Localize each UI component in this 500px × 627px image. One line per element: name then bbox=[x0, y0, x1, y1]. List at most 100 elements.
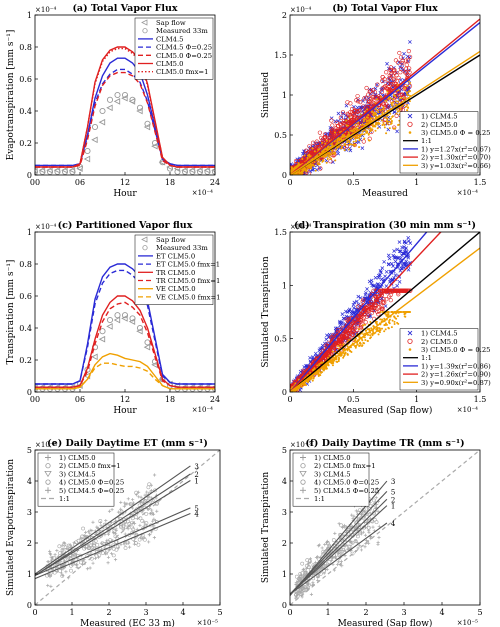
series-3-point bbox=[337, 145, 340, 148]
series-2-point bbox=[189, 168, 196, 175]
daily-point bbox=[56, 561, 60, 566]
series-2-point bbox=[406, 58, 411, 63]
series-3-point bbox=[377, 333, 380, 336]
daily-point bbox=[152, 524, 156, 528]
series-3-point bbox=[312, 368, 315, 371]
x-tick-label: 12 bbox=[120, 178, 130, 187]
legend-label: 1) CLM4.5 bbox=[421, 113, 458, 121]
series-1-point bbox=[326, 335, 331, 339]
daily-point bbox=[130, 525, 134, 530]
series-2-point bbox=[129, 96, 136, 103]
series-3-point bbox=[409, 81, 412, 84]
series-3-point bbox=[384, 312, 387, 315]
series-1-point bbox=[106, 104, 113, 112]
x-exponent: ×10⁻⁴ bbox=[457, 406, 478, 414]
series-2-point bbox=[346, 112, 351, 117]
daily-point bbox=[132, 542, 136, 546]
series-1-point bbox=[398, 78, 403, 82]
series-2-point bbox=[329, 118, 334, 123]
daily-point bbox=[52, 570, 57, 575]
x-tick-label: 06 bbox=[75, 395, 85, 404]
series-2-point bbox=[398, 55, 404, 60]
series-2-point bbox=[388, 68, 393, 73]
x-axis-label: Measured (EC 33 m) bbox=[80, 618, 175, 627]
daily-point bbox=[376, 509, 380, 513]
series-3-point bbox=[392, 98, 395, 101]
series-3-point bbox=[357, 134, 360, 137]
series-2-point bbox=[355, 322, 361, 328]
series-1-point bbox=[128, 318, 136, 325]
series-3-point bbox=[366, 328, 369, 331]
x-tick-label: 0 bbox=[32, 608, 37, 617]
daily-point bbox=[135, 507, 139, 511]
daily-point bbox=[46, 560, 50, 564]
series-1-point bbox=[351, 302, 356, 307]
series-3-point bbox=[396, 315, 399, 318]
series-1-point bbox=[386, 253, 391, 258]
series-1-point bbox=[391, 253, 396, 258]
daily-point bbox=[339, 523, 344, 528]
daily-point bbox=[356, 534, 360, 539]
daily-point bbox=[49, 555, 53, 559]
daily-point bbox=[88, 566, 92, 570]
series-1-point bbox=[398, 256, 403, 261]
series-3-point bbox=[409, 90, 412, 93]
series-3-point bbox=[339, 343, 342, 346]
legend-box bbox=[37, 452, 115, 507]
daily-point bbox=[74, 540, 79, 545]
series-3-point bbox=[406, 84, 409, 87]
series-3-point bbox=[346, 353, 349, 356]
daily-point bbox=[346, 528, 350, 532]
y-exponent: ×10⁻⁴ bbox=[290, 223, 311, 231]
chart-panel-4: 0 0.5 1 1.500.511.5×10⁻⁴×10⁻⁴(d) Transpirat… bbox=[261, 220, 491, 416]
daily-point bbox=[75, 565, 79, 570]
series-2-point bbox=[174, 168, 181, 175]
series-1-point bbox=[378, 268, 383, 273]
series-3-point bbox=[373, 125, 376, 128]
series-3-point bbox=[319, 362, 322, 365]
series-1-point bbox=[350, 312, 355, 317]
series-2-point bbox=[373, 298, 379, 303]
series-2-point bbox=[314, 139, 319, 144]
daily-point bbox=[137, 495, 141, 499]
series-3-point bbox=[363, 133, 366, 136]
series-1-point bbox=[385, 61, 389, 66]
series-2-point bbox=[350, 333, 355, 338]
daily-point bbox=[307, 561, 311, 565]
series-3-point bbox=[310, 167, 313, 170]
series-2-point bbox=[367, 304, 372, 309]
series-2-point bbox=[369, 299, 374, 304]
series-1-point bbox=[391, 264, 395, 268]
x-axis-label: Hour bbox=[113, 406, 137, 416]
series-3-point bbox=[367, 119, 370, 122]
series-3-point bbox=[325, 139, 328, 142]
legend-marker-swatch bbox=[45, 463, 51, 469]
daily-point bbox=[149, 530, 154, 534]
legend-marker-swatch bbox=[407, 338, 413, 344]
legend-label: Sap flow bbox=[156, 19, 186, 27]
legend-label: 3) y=1.03x(r²=0.66) bbox=[421, 162, 491, 170]
series-3-point bbox=[314, 169, 317, 172]
series-3-point bbox=[297, 162, 300, 165]
legend-label: CLM4.5 Φ=0.25 bbox=[156, 44, 212, 52]
series-3-point bbox=[376, 98, 379, 101]
series-3-point bbox=[307, 379, 310, 382]
y-tick-label: 3 bbox=[27, 508, 32, 517]
series-3-point bbox=[398, 109, 401, 112]
series-1-point bbox=[331, 160, 335, 164]
daily-point bbox=[146, 485, 151, 490]
daily-point bbox=[355, 518, 360, 522]
daily-point bbox=[53, 552, 57, 557]
legend-marker-swatch bbox=[45, 454, 51, 461]
series-3-point bbox=[391, 319, 394, 322]
legend-label: 5) CLM4.5 Φ=0.25 bbox=[59, 487, 124, 495]
daily-point bbox=[359, 515, 364, 520]
series-2-point bbox=[389, 288, 394, 293]
plot-area bbox=[35, 450, 220, 605]
series-3-point bbox=[350, 143, 353, 146]
series-3-point bbox=[364, 338, 367, 341]
series-3-point bbox=[369, 117, 372, 120]
series-3-point bbox=[390, 103, 393, 106]
